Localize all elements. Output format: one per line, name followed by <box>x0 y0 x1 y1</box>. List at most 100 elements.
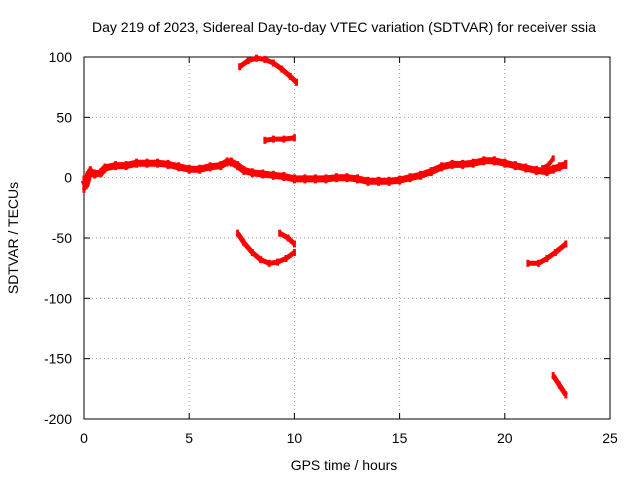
data-point <box>440 162 444 172</box>
data-point <box>187 164 191 174</box>
data-point <box>267 259 271 267</box>
data-point <box>103 163 107 173</box>
data-point <box>271 135 275 143</box>
data-point <box>82 186 86 193</box>
axis-ticks: 0 5 10 15 20 25 -200 -150 -100 -50 0 50 100 <box>44 49 618 446</box>
data-point <box>261 169 265 179</box>
data-point <box>242 165 246 175</box>
data-point <box>236 229 240 237</box>
grid-lines <box>84 57 610 419</box>
y-tick-label: -150 <box>44 351 72 367</box>
data-point <box>564 240 568 248</box>
data-point <box>558 381 561 389</box>
data-point <box>551 155 555 162</box>
data-point <box>282 172 286 181</box>
data-point <box>313 174 317 184</box>
data-point <box>259 256 263 264</box>
y-tick-label: -200 <box>44 411 72 427</box>
data-point <box>250 249 254 256</box>
x-tick-label: 25 <box>602 430 618 446</box>
data-point <box>85 171 89 177</box>
data-point <box>564 159 568 169</box>
x-tick-label: 20 <box>497 430 513 446</box>
data-point <box>292 249 296 256</box>
data-point <box>292 240 296 248</box>
x-tick-label: 15 <box>392 430 408 446</box>
data-point <box>303 174 307 184</box>
data-point <box>255 54 258 62</box>
data-point <box>429 167 433 177</box>
data-point <box>551 164 555 174</box>
data-point <box>208 162 212 172</box>
data-point <box>419 170 423 180</box>
data-point <box>564 391 568 399</box>
data-point <box>534 165 538 175</box>
data-point <box>114 161 118 171</box>
data-point <box>526 259 530 267</box>
y-tick-label: -50 <box>52 230 72 246</box>
data-point <box>288 72 292 80</box>
data-point <box>286 234 290 242</box>
data-point <box>450 159 454 169</box>
data-point <box>545 255 549 262</box>
data-series <box>80 54 568 399</box>
x-axis-label: GPS time / hours <box>291 457 398 473</box>
x-tick-label: 0 <box>80 430 88 446</box>
data-point <box>503 158 507 168</box>
data-point <box>408 173 412 183</box>
data-point <box>225 157 229 167</box>
data-point <box>276 258 280 266</box>
data-point <box>263 55 267 63</box>
data-point <box>461 159 465 169</box>
data-point <box>292 174 296 184</box>
x-tick-label: 5 <box>185 430 193 446</box>
data-point <box>398 175 402 185</box>
data-point <box>387 176 391 186</box>
y-tick-label: -100 <box>44 290 72 306</box>
data-point <box>553 249 557 256</box>
data-point <box>284 255 288 262</box>
data-point <box>83 179 87 186</box>
data-point <box>513 161 517 171</box>
data-point <box>92 169 95 176</box>
y-tick-label: 50 <box>56 109 72 125</box>
data-point <box>324 174 328 184</box>
data-point <box>492 156 496 166</box>
data-point <box>177 162 181 172</box>
data-point <box>280 65 284 73</box>
data-point <box>278 229 282 237</box>
data-point <box>166 159 170 169</box>
data-point <box>236 161 240 171</box>
x-tick-label: 10 <box>287 430 303 446</box>
data-point <box>541 165 545 171</box>
data-point <box>135 158 139 168</box>
data-point <box>124 161 128 171</box>
y-tick-label: 0 <box>64 170 72 186</box>
data-point <box>88 166 92 173</box>
plot-frame <box>83 56 611 420</box>
data-point <box>545 167 549 177</box>
data-point <box>156 158 160 168</box>
data-point <box>198 164 202 174</box>
data-point <box>219 161 223 171</box>
data-point <box>377 176 381 186</box>
data-point <box>250 168 254 178</box>
data-point <box>356 174 359 184</box>
series-short-30 <box>264 135 295 143</box>
data-point <box>537 259 540 267</box>
data-point <box>238 63 242 71</box>
data-point <box>229 157 233 167</box>
data-point <box>282 135 286 143</box>
y-tick-label: 100 <box>49 49 73 65</box>
data-point <box>145 158 149 168</box>
data-point <box>558 162 561 172</box>
series-main-band <box>80 157 568 189</box>
data-point <box>99 168 103 178</box>
chart-title: Day 219 of 2023, Sidereal Day-to-day VTE… <box>92 19 596 35</box>
data-point <box>551 372 555 380</box>
data-point <box>242 239 246 247</box>
data-point <box>366 176 370 186</box>
data-point <box>295 78 298 86</box>
data-point <box>271 170 275 180</box>
